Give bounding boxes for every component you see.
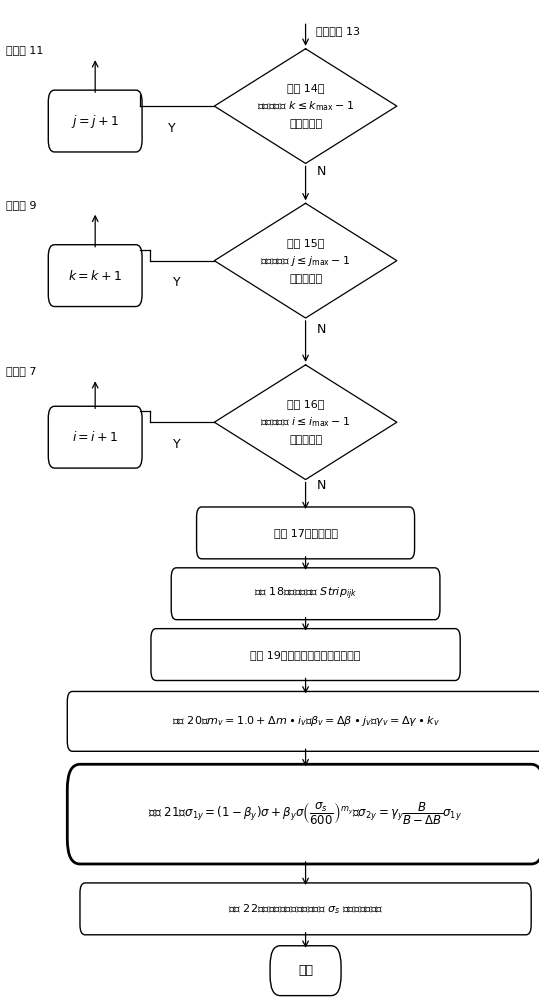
- Text: 接步骤 9: 接步骤 9: [6, 200, 37, 210]
- Text: Y: Y: [168, 122, 176, 135]
- Text: $k = k+1$: $k = k+1$: [68, 269, 122, 283]
- FancyBboxPatch shape: [171, 568, 440, 620]
- Text: 上接步骤 13: 上接步骤 13: [316, 26, 360, 36]
- Text: 是否成立？: 是否成立？: [289, 119, 322, 129]
- Text: 是否成立？: 是否成立？: [289, 274, 322, 284]
- Text: 判断不等式 $i \leq i_{\max} - 1$: 判断不等式 $i \leq i_{\max} - 1$: [260, 415, 351, 429]
- Text: 判断不等式 $j \leq j_{\max} - 1$: 判断不等式 $j \leq j_{\max} - 1$: [260, 254, 351, 268]
- FancyBboxPatch shape: [49, 90, 142, 152]
- Text: N: N: [317, 479, 326, 492]
- Text: N: N: [317, 165, 326, 178]
- FancyBboxPatch shape: [151, 629, 460, 680]
- Text: 步骤 21：$\sigma_{1y} = (1-\beta_y)\sigma + \beta_y\sigma\left(\dfrac{\sigma_s}{600: 步骤 21：$\sigma_{1y} = (1-\beta_y)\sigma +…: [148, 801, 462, 827]
- FancyBboxPatch shape: [67, 691, 539, 751]
- Text: 步骤 16：: 步骤 16：: [287, 399, 324, 409]
- Text: $j = j+1$: $j = j+1$: [71, 113, 119, 130]
- Text: 步骤 15：: 步骤 15：: [287, 238, 324, 248]
- Text: 步骤 17：张力剔除: 步骤 17：张力剔除: [274, 528, 337, 538]
- Text: 接步骤 11: 接步骤 11: [6, 45, 44, 55]
- FancyBboxPatch shape: [270, 946, 341, 996]
- FancyBboxPatch shape: [67, 764, 539, 864]
- Text: 步骤 14：: 步骤 14：: [287, 83, 324, 93]
- Text: 是否成立？: 是否成立？: [289, 435, 322, 445]
- Text: 接步骤 7: 接步骤 7: [6, 366, 37, 376]
- Text: Y: Y: [173, 276, 181, 289]
- Text: 步骤 20：$m_v = 1.0 + \Delta m\bullet i_v$、$\beta_v = \Delta\beta\bullet j_v$、$\gam: 步骤 20：$m_v = 1.0 + \Delta m\bullet i_v$、…: [172, 714, 439, 728]
- FancyBboxPatch shape: [49, 245, 142, 307]
- Text: $i = i+1$: $i = i+1$: [72, 430, 119, 444]
- Text: 判断不等式 $k \leq k_{\max} - 1$: 判断不等式 $k \leq k_{\max} - 1$: [257, 99, 354, 113]
- FancyBboxPatch shape: [197, 507, 414, 559]
- FancyBboxPatch shape: [49, 406, 142, 468]
- Text: Y: Y: [173, 438, 181, 451]
- FancyBboxPatch shape: [80, 883, 531, 935]
- Text: N: N: [317, 323, 326, 336]
- Text: 步骤 18：试样编号为 $\mathit{Strip}_{ijk}$: 步骤 18：试样编号为 $\mathit{Strip}_{ijk}$: [254, 586, 357, 602]
- Text: 步骤 22：按照最优张力设定强度为 $\sigma_s$ 的钒种剪切张力: 步骤 22：按照最优张力设定强度为 $\sigma_s$ 的钒种剪切张力: [228, 902, 383, 916]
- Text: 步骤 19：选出剪切质量最佳的试样: 步骤 19：选出剪切质量最佳的试样: [251, 650, 361, 660]
- Text: 结束: 结束: [298, 964, 313, 977]
